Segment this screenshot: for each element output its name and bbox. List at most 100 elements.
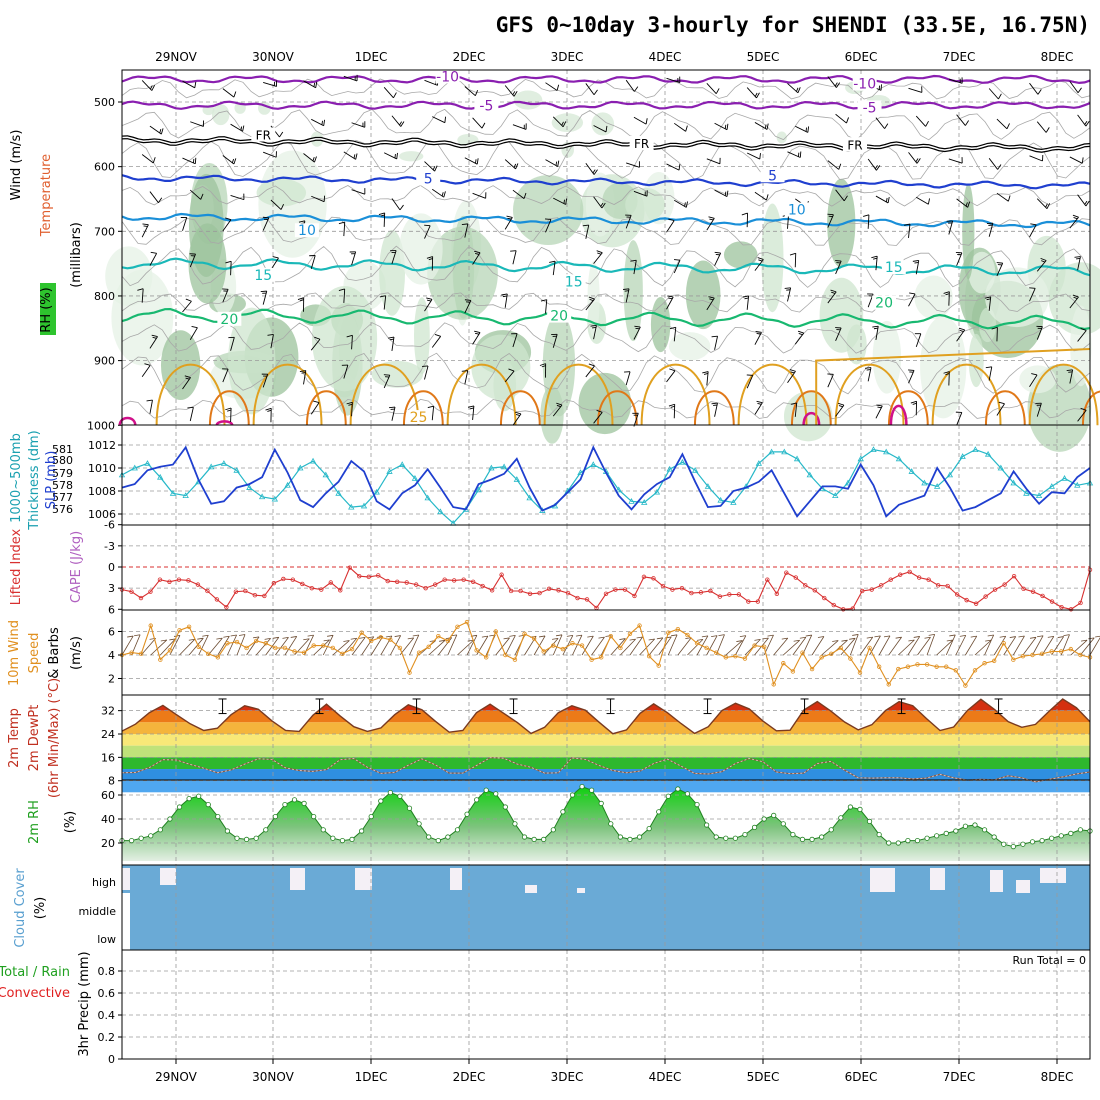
isotherm-30 bbox=[499, 390, 541, 426]
wind-barb-flag bbox=[996, 262, 1003, 264]
wind-barb bbox=[343, 364, 349, 379]
wind-barb-flag bbox=[668, 218, 675, 222]
wind-barb-flag bbox=[549, 260, 556, 263]
surface-wind-barb bbox=[945, 634, 956, 656]
wind-barb-flag bbox=[1074, 256, 1081, 258]
data-point bbox=[812, 588, 817, 593]
rh-shading bbox=[978, 307, 997, 343]
y-tick-label: 1000 bbox=[87, 419, 115, 432]
day-label-top: 3DEC bbox=[551, 50, 584, 64]
surface-wind-barb-flag bbox=[509, 635, 516, 637]
isotherm-30 bbox=[596, 390, 638, 426]
data-point bbox=[774, 591, 780, 596]
wind-barb bbox=[988, 88, 999, 100]
data-point bbox=[660, 583, 666, 589]
wind-barb-flag bbox=[758, 259, 763, 262]
surface-wind-barb bbox=[572, 634, 583, 656]
wind-barb-flag bbox=[799, 151, 802, 158]
wind-barb bbox=[625, 79, 635, 92]
data-point bbox=[348, 503, 355, 510]
data-point bbox=[1040, 593, 1045, 599]
contour-label-bg bbox=[294, 223, 319, 238]
isotherm-25 bbox=[446, 363, 517, 426]
wind-barb bbox=[431, 406, 435, 421]
rh-shading bbox=[650, 296, 671, 353]
wind-barb-flag bbox=[399, 121, 403, 126]
surface-wind-barb-flag bbox=[959, 634, 966, 637]
data-point bbox=[1059, 604, 1064, 610]
wind-barb-flag bbox=[588, 296, 595, 300]
rh-shading bbox=[427, 226, 498, 320]
wind-barb-flag bbox=[233, 158, 237, 165]
wind-barb-flag bbox=[945, 373, 950, 376]
data-point bbox=[857, 670, 863, 675]
wind-barb bbox=[431, 336, 442, 348]
wind-barb bbox=[383, 87, 394, 99]
surface-wind-barb-flag bbox=[874, 635, 881, 638]
data-point bbox=[386, 468, 393, 474]
contour-label: -5 bbox=[479, 98, 493, 114]
surface-wind-barb bbox=[581, 635, 594, 656]
data-point bbox=[435, 837, 441, 844]
data-point bbox=[793, 575, 799, 580]
wind-barb-flag bbox=[200, 193, 204, 200]
wind-barb-flag bbox=[426, 299, 432, 302]
wind-barb bbox=[827, 160, 840, 170]
data-point bbox=[527, 591, 533, 596]
rh-shading bbox=[413, 297, 430, 375]
rh-shading bbox=[379, 229, 406, 316]
surface-wind-barb-flag bbox=[999, 635, 1006, 638]
data-point bbox=[847, 804, 853, 810]
data-point bbox=[886, 840, 892, 846]
wind-barb-flag bbox=[596, 409, 603, 413]
surface-wind-barb bbox=[591, 636, 605, 656]
wind-barb-flag bbox=[909, 292, 916, 295]
data-point bbox=[399, 461, 406, 467]
data-point bbox=[704, 822, 710, 828]
data-point bbox=[300, 581, 305, 587]
data-point bbox=[513, 476, 521, 482]
isotherm-30 bbox=[402, 390, 444, 426]
surface-wind-barb-flag bbox=[575, 634, 582, 637]
contour-label: 10 bbox=[298, 223, 316, 239]
wind-barb-flag bbox=[501, 293, 508, 296]
wind-barb bbox=[222, 88, 235, 98]
data-point bbox=[360, 502, 368, 509]
wind-barb-flag bbox=[461, 223, 468, 225]
precip-unit-label: 3hr Precip (mm) bbox=[77, 951, 92, 1056]
wind-barb-flag bbox=[389, 338, 394, 341]
wind-barb-flag bbox=[784, 287, 791, 289]
wind-barb-flag bbox=[756, 92, 760, 99]
wind-barb-flag bbox=[711, 402, 718, 405]
wind-barb bbox=[996, 192, 1009, 202]
data-point bbox=[311, 813, 317, 820]
data-point bbox=[464, 811, 470, 817]
day-label-bottom: 4DEC bbox=[649, 1070, 682, 1084]
data-point bbox=[186, 795, 192, 802]
data-point bbox=[271, 581, 277, 586]
wind-barb-flag bbox=[388, 406, 396, 409]
slp-label: SLP (mb) bbox=[44, 451, 59, 510]
data-point bbox=[320, 827, 326, 833]
wind-barb-flag bbox=[838, 402, 845, 406]
day-label-bottom: 6DEC bbox=[845, 1070, 878, 1084]
surface-wind-barb-flag bbox=[987, 634, 994, 637]
surface-wind-barb bbox=[1041, 636, 1055, 656]
data-point bbox=[445, 638, 451, 644]
data-point bbox=[493, 791, 499, 797]
wind-barb bbox=[182, 300, 192, 313]
data-point bbox=[196, 793, 202, 799]
contour-label-bg bbox=[406, 410, 431, 425]
wind-barb-flag bbox=[428, 258, 433, 261]
rh-contour bbox=[121, 322, 1091, 354]
day-label-top: 8DEC bbox=[1041, 50, 1074, 64]
day-label-bottom: 8DEC bbox=[1041, 1070, 1074, 1084]
wind-barb-flag bbox=[1072, 294, 1079, 298]
data-point bbox=[888, 577, 893, 582]
data-point bbox=[730, 499, 737, 505]
wind-barb-flag bbox=[474, 332, 480, 335]
wind-barb bbox=[956, 114, 966, 126]
contour-label-bg bbox=[416, 171, 441, 186]
data-point bbox=[666, 630, 671, 635]
surface-wind-barb bbox=[246, 636, 260, 656]
